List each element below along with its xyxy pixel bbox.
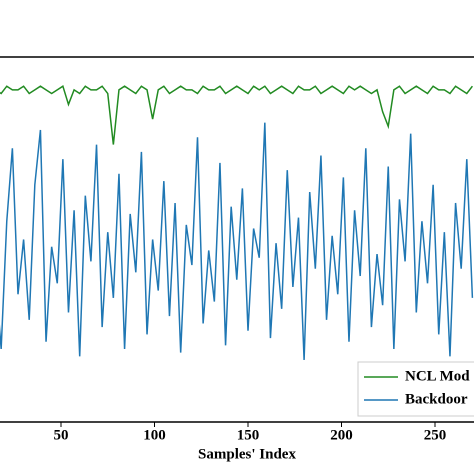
x-tick-label: 150 (237, 427, 260, 443)
legend-box (357, 361, 474, 417)
data-line (0, 122, 474, 360)
legend-label: NCL Mod (405, 368, 470, 384)
x-tick-label: 250 (424, 427, 447, 443)
legend-label: Backdoor (405, 391, 468, 407)
x-tick-label: 50 (54, 427, 69, 443)
x-axis-label: Samples' Index (198, 446, 296, 462)
x-tick-label: 100 (143, 427, 166, 443)
plot-frame (0, 56, 474, 423)
legend: NCL Mod Backdoor (357, 361, 474, 417)
x-tick-label: 200 (330, 427, 353, 443)
data-line (0, 85, 473, 145)
